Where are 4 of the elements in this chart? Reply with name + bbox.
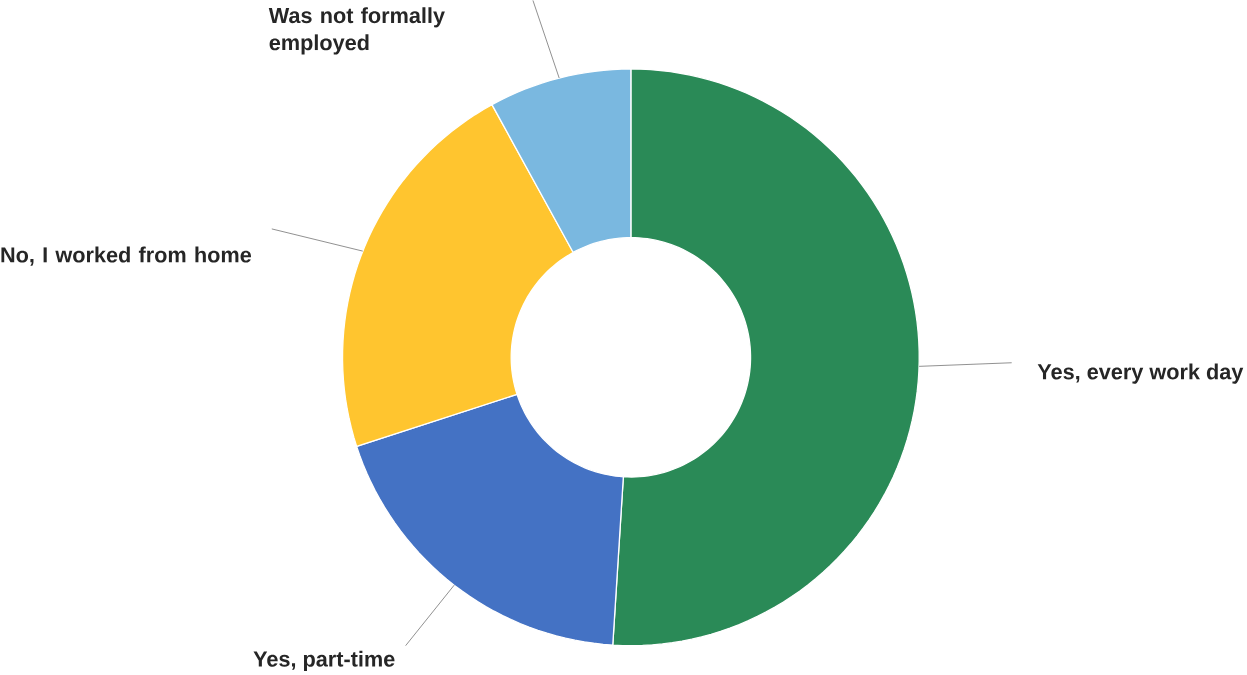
slice-label: Was not formally employed xyxy=(268,7,445,55)
slice-label: Yes, every work day xyxy=(1037,363,1244,384)
slice-label: Yes, part-time xyxy=(253,650,395,672)
slice-label: No, I worked from home xyxy=(1,246,252,266)
